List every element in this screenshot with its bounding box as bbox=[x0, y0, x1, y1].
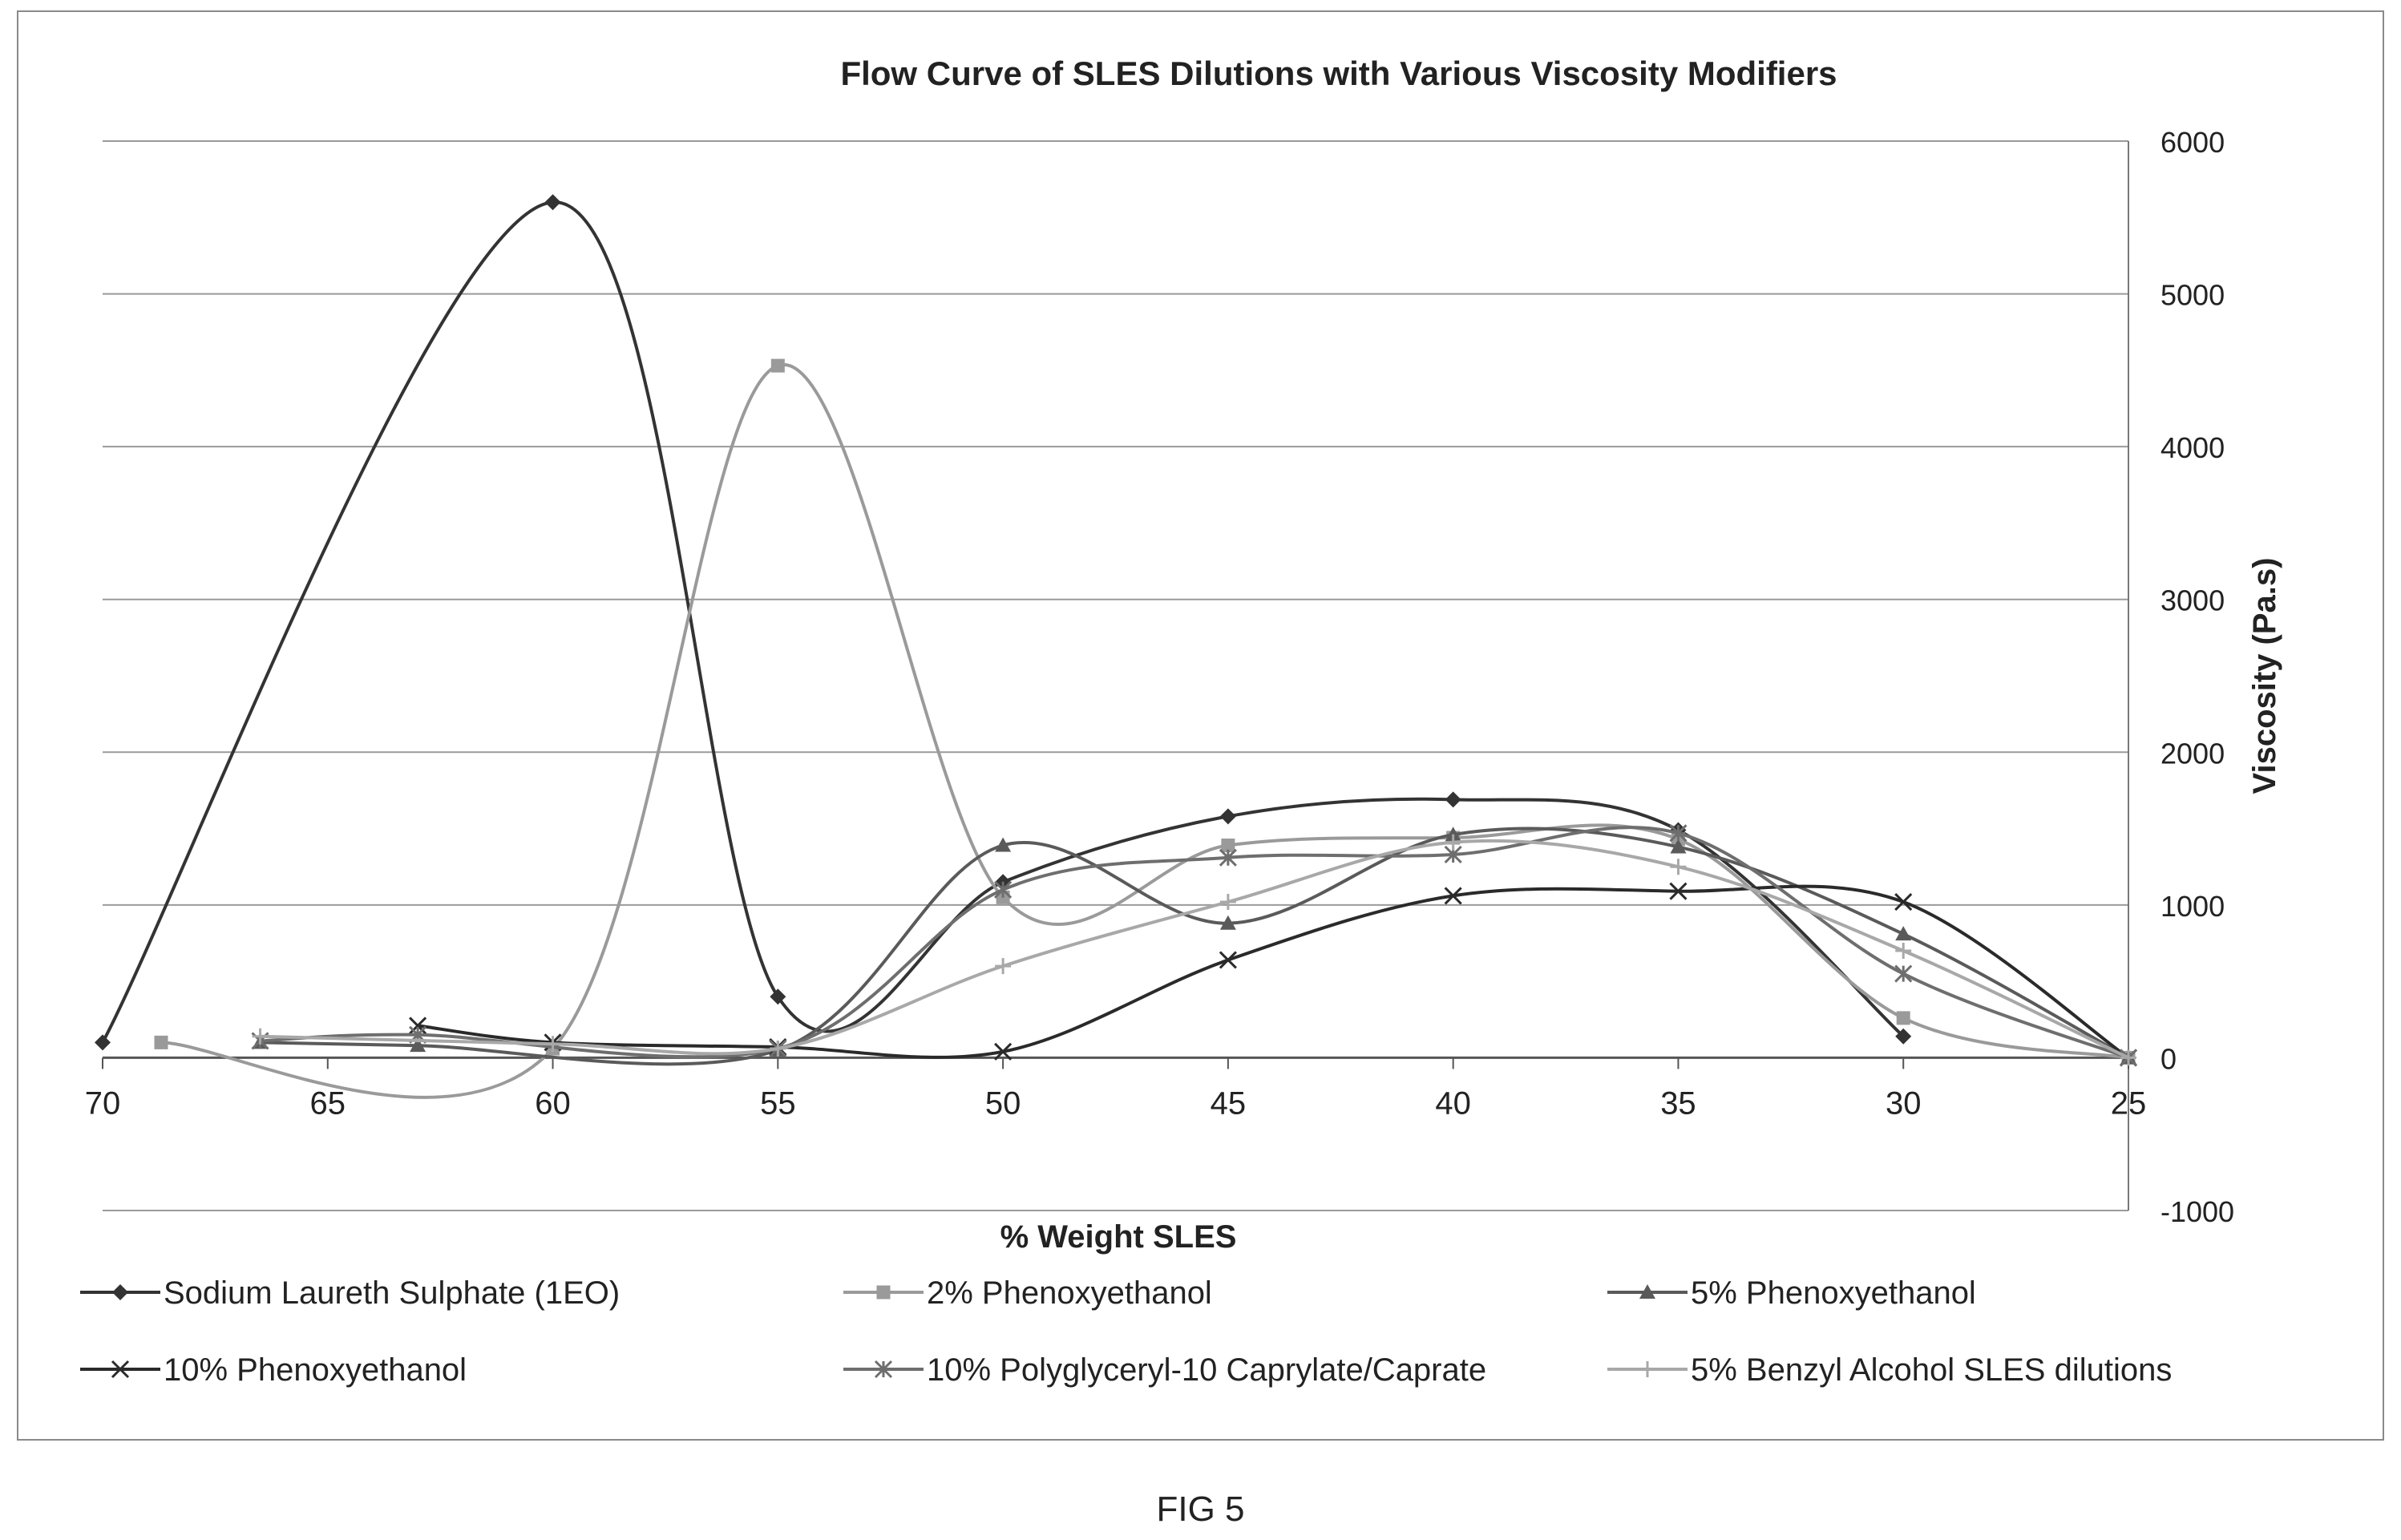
data-point-marker bbox=[1669, 882, 1688, 900]
legend-entry: 2% Phenoxyethanol bbox=[843, 1275, 1212, 1311]
x-tick-label: 35 bbox=[1660, 1085, 1696, 1121]
legend-label: 10% Phenoxyethanol bbox=[164, 1352, 467, 1388]
data-point-marker bbox=[1895, 943, 1912, 960]
x-tick-label: 65 bbox=[310, 1085, 346, 1121]
legend-label: 10% Polyglyceryl-10 Caprylate/Caprate bbox=[927, 1352, 1486, 1388]
data-point-marker bbox=[1221, 839, 1235, 853]
data-point-marker bbox=[1894, 964, 1913, 983]
data-point-marker bbox=[1894, 892, 1913, 911]
series-line bbox=[160, 363, 2129, 1099]
y-tick-label: 6000 bbox=[2160, 126, 2225, 159]
y-axis-label: Viscosity (Pa.s) bbox=[2247, 558, 2282, 794]
legend-label: 2% Phenoxyethanol bbox=[927, 1275, 1212, 1311]
data-point-marker bbox=[876, 1285, 891, 1300]
data-point-marker bbox=[154, 1035, 168, 1049]
data-point-marker bbox=[1896, 1011, 1910, 1025]
data-point-marker bbox=[95, 1034, 111, 1051]
axes: -1000 0 1000 2000 3000 4000 5000 6000 70 65 60 55 50… bbox=[85, 126, 2234, 1228]
series-line bbox=[260, 827, 2129, 1066]
data-point-marker bbox=[1219, 894, 1236, 911]
series-line bbox=[260, 826, 2129, 1060]
series-4 bbox=[409, 882, 2138, 1067]
data-point-marker bbox=[995, 958, 1012, 975]
figure-caption: FIG 5 bbox=[1156, 1489, 1245, 1529]
data-point-marker bbox=[1895, 1028, 1912, 1045]
series-line bbox=[101, 200, 1905, 1044]
data-point-marker bbox=[770, 988, 786, 1005]
x-tick-label: 30 bbox=[1886, 1085, 1922, 1121]
gridlines bbox=[103, 140, 2128, 1211]
data-point-marker bbox=[1444, 887, 1462, 905]
data-point-marker bbox=[995, 837, 1012, 852]
legend-label: 5% Phenoxyethanol bbox=[1691, 1275, 1976, 1311]
series-6 bbox=[252, 834, 2136, 1066]
data-point-marker bbox=[111, 1360, 130, 1379]
series-line bbox=[260, 839, 2129, 1060]
legend-entry: 5% Benzyl Alcohol SLES dilutions bbox=[1607, 1352, 2172, 1388]
series-5 bbox=[251, 824, 2138, 1067]
legend-entry: 10% Phenoxyethanol bbox=[80, 1352, 467, 1388]
legend: Sodium Laureth Sulphate (1EO) 2% Phenoxye… bbox=[80, 1275, 2172, 1388]
x-tick-label: 50 bbox=[985, 1085, 1021, 1121]
data-point-marker bbox=[1445, 827, 1461, 842]
data-point-marker bbox=[770, 358, 785, 373]
data-point-marker bbox=[2120, 1049, 2136, 1066]
data-point-marker bbox=[1445, 791, 1461, 808]
y-tick-label: -1000 bbox=[2160, 1195, 2234, 1228]
data-point-marker bbox=[770, 1040, 786, 1057]
data-point-marker bbox=[112, 1284, 128, 1300]
series-line bbox=[417, 884, 2130, 1060]
y-tick-label: 5000 bbox=[2160, 279, 2225, 312]
data-point-marker bbox=[1219, 848, 1237, 867]
y-tick-label: 3000 bbox=[2160, 584, 2225, 617]
data-point-marker bbox=[1639, 1361, 1655, 1377]
x-tick-label: 55 bbox=[760, 1085, 796, 1121]
data-point-marker bbox=[1639, 1284, 1655, 1299]
data-point-marker bbox=[1895, 926, 1912, 941]
chart-frame bbox=[17, 10, 2384, 1441]
data-point-marker bbox=[1669, 824, 1688, 843]
series-2 bbox=[154, 358, 2136, 1099]
x-tick-label: 70 bbox=[85, 1085, 121, 1121]
series-lines bbox=[95, 194, 2138, 1099]
data-point-marker bbox=[410, 1037, 426, 1053]
data-point-marker bbox=[1219, 951, 1237, 969]
x-tick-label: 60 bbox=[535, 1085, 571, 1121]
data-point-marker bbox=[544, 194, 561, 211]
data-point-marker bbox=[1219, 808, 1236, 825]
data-point-marker bbox=[994, 1042, 1013, 1061]
y-tick-label: 0 bbox=[2160, 1042, 2177, 1075]
data-point-marker bbox=[994, 880, 1013, 899]
legend-entry: 5% Phenoxyethanol bbox=[1607, 1275, 1976, 1311]
legend-entry: Sodium Laureth Sulphate (1EO) bbox=[80, 1275, 620, 1311]
chart-title: Flow Curve of SLES Dilutions with Variou… bbox=[840, 55, 1837, 92]
legend-label: Sodium Laureth Sulphate (1EO) bbox=[164, 1275, 620, 1311]
legend-entry: 10% Polyglyceryl-10 Caprylate/Caprate bbox=[843, 1352, 1486, 1388]
y-tick-label: 1000 bbox=[2160, 890, 2225, 923]
data-point-marker bbox=[544, 1036, 561, 1053]
data-point-marker bbox=[874, 1360, 893, 1379]
data-point-marker bbox=[1670, 839, 1687, 854]
x-tick-label: 25 bbox=[2111, 1085, 2147, 1121]
data-point-marker bbox=[1670, 859, 1687, 875]
x-tick-label: 45 bbox=[1211, 1085, 1247, 1121]
data-point-marker bbox=[1445, 834, 1461, 851]
x-tick-label: 40 bbox=[1435, 1085, 1471, 1121]
data-point-marker bbox=[1219, 915, 1236, 930]
y-tick-label: 2000 bbox=[2160, 737, 2225, 770]
legend-label: 5% Benzyl Alcohol SLES dilutions bbox=[1691, 1352, 2172, 1388]
data-point-marker bbox=[252, 1028, 269, 1045]
x-axis-label: % Weight SLES bbox=[1000, 1219, 1237, 1255]
series-1 bbox=[95, 194, 1912, 1051]
y-tick-label: 4000 bbox=[2160, 431, 2225, 464]
